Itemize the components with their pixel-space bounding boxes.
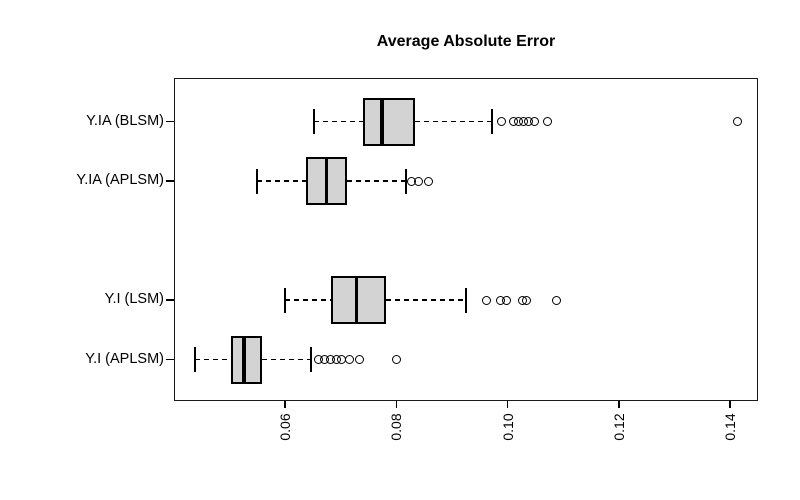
plot-area [174, 78, 758, 401]
median-line [324, 157, 329, 205]
outlier-point [529, 117, 539, 126]
whisker-cap-low [313, 109, 316, 134]
x-axis-tick [506, 401, 509, 408]
y-axis-tick [166, 120, 174, 123]
outlier-point [501, 295, 511, 305]
whisker-line-left [257, 180, 307, 182]
box-rect [331, 276, 387, 324]
whisker-line-right [346, 180, 407, 182]
outlier-point [423, 176, 433, 186]
x-axis-label: 0.10 [499, 413, 516, 441]
outlier-point [551, 295, 561, 305]
whisker-line-left [195, 358, 232, 361]
outlier-point [344, 355, 354, 364]
chart-title: Average Absolute Error [376, 33, 556, 50]
y-axis-tick [166, 299, 174, 301]
box-rect [363, 97, 416, 146]
x-axis-tick [284, 401, 286, 408]
whisker-cap-high [310, 347, 313, 372]
whisker-line-right [262, 358, 312, 361]
x-axis-label: 0.14 [722, 413, 739, 441]
outlier-point [481, 295, 491, 305]
x-axis-label: 0.12 [610, 413, 627, 441]
whisker-cap-high [405, 168, 408, 194]
whisker-cap-high [465, 287, 467, 313]
outlier-point [354, 355, 364, 364]
y-axis-label: Y.I (APLSM) [85, 350, 164, 367]
whisker-cap-low [194, 347, 197, 372]
whisker-line-right [386, 299, 466, 301]
y-axis-label: Y.I (LSM) [104, 291, 164, 307]
x-axis-tick [618, 401, 620, 408]
y-axis-tick [166, 358, 174, 361]
y-axis-tick [166, 180, 174, 182]
whisker-line-right [415, 120, 493, 123]
outlier-point [542, 117, 552, 126]
x-axis-tick [729, 401, 731, 408]
whisker-cap-high [491, 109, 494, 134]
x-axis-label: 0.06 [277, 413, 294, 441]
box-rect [231, 335, 263, 384]
outlier-point [496, 117, 506, 126]
x-axis-tick [395, 401, 398, 408]
y-axis-label: Y.IA (APLSM) [76, 172, 164, 188]
whisker-line-left [314, 120, 364, 123]
x-axis-label: 0.08 [388, 413, 405, 441]
median-line [354, 276, 359, 324]
outlier-point [413, 176, 423, 186]
whisker-cap-low [284, 287, 287, 313]
whisker-line-left [285, 299, 332, 301]
outlier-point [391, 355, 401, 364]
median-line [242, 335, 246, 384]
y-axis-label: Y.IA (BLSM) [86, 112, 164, 129]
outlier-point [732, 117, 742, 126]
whisker-cap-low [256, 168, 259, 194]
median-line [380, 97, 384, 146]
outlier-point [521, 295, 531, 305]
